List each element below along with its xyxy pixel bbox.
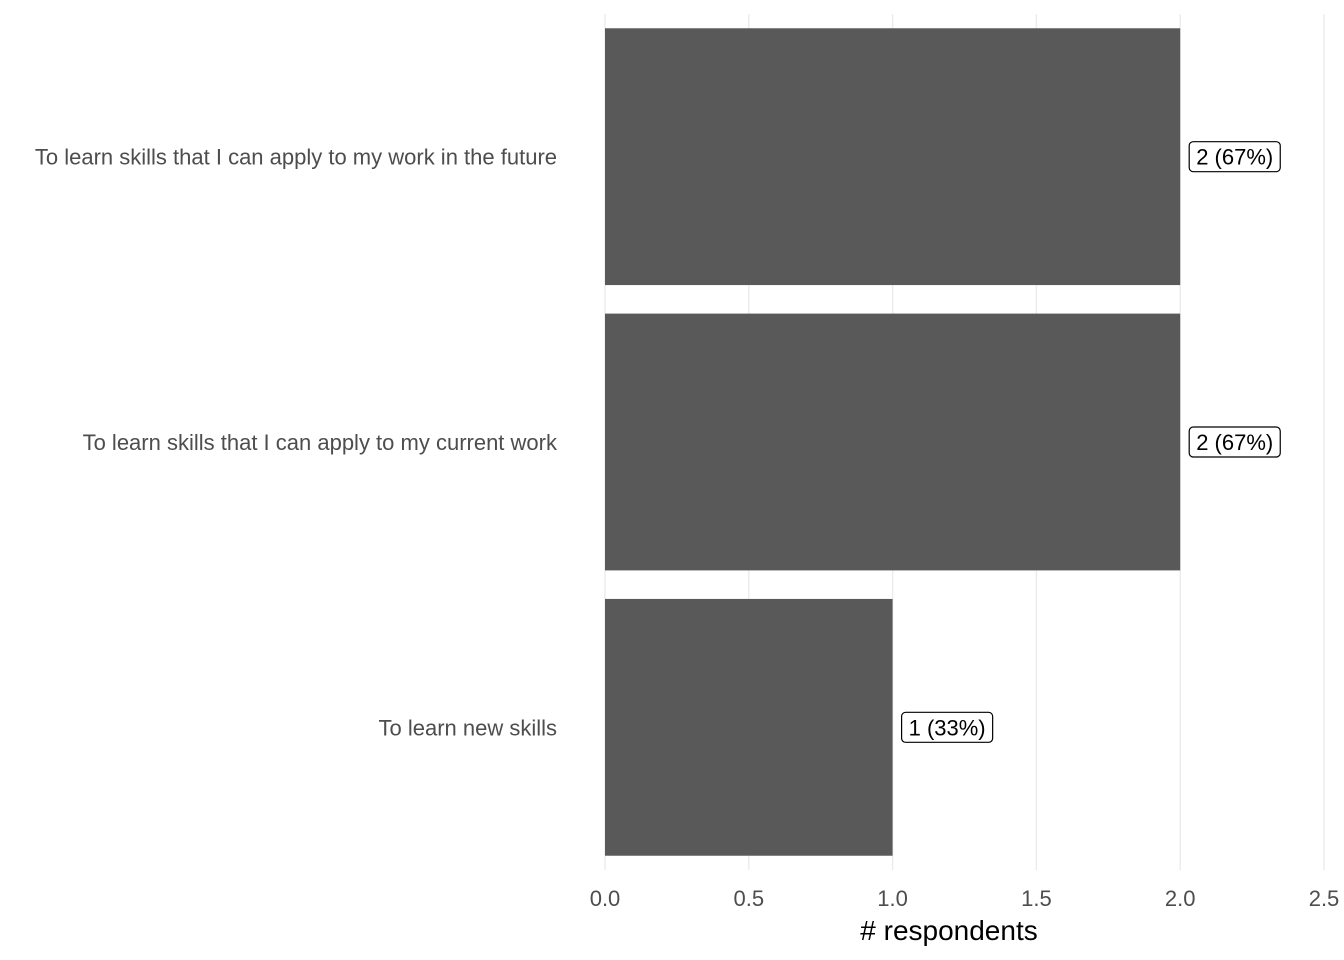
data-labels: 2 (67%) 2 (67%) 1 (33%) bbox=[900, 141, 1281, 743]
bars bbox=[605, 28, 1181, 856]
x-axis-title: # respondents bbox=[860, 915, 1037, 946]
x-tick-label: 0.5 bbox=[734, 886, 765, 911]
data-label: 2 (67%) bbox=[1188, 141, 1281, 173]
category-label: To learn skills that I can apply to my c… bbox=[83, 430, 558, 455]
bar bbox=[605, 28, 1181, 286]
category-label: To learn new skills bbox=[378, 715, 557, 740]
data-label-text: 2 (67%) bbox=[1196, 430, 1273, 455]
data-label-box bbox=[1188, 426, 1281, 458]
bar bbox=[605, 598, 893, 856]
x-tick-label: 1.5 bbox=[1021, 886, 1052, 911]
data-label: 2 (67%) bbox=[1188, 426, 1281, 458]
x-tick-labels: 0.0 0.5 1.0 1.5 2.0 2.5 bbox=[590, 886, 1340, 911]
data-label-box bbox=[900, 711, 994, 743]
x-tick-label: 1.0 bbox=[877, 886, 908, 911]
x-tick-label: 0.0 bbox=[590, 886, 621, 911]
data-label-text: 2 (67%) bbox=[1196, 145, 1273, 170]
x-tick-label: 2.0 bbox=[1165, 886, 1196, 911]
data-label: 1 (33%) bbox=[900, 711, 994, 743]
data-label-text: 1 (33%) bbox=[909, 715, 986, 740]
bar bbox=[605, 313, 1181, 571]
category-labels: To learn skills that I can apply to my w… bbox=[35, 145, 558, 741]
category-label: To learn skills that I can apply to my w… bbox=[35, 145, 557, 170]
x-tick-label: 2.5 bbox=[1309, 886, 1340, 911]
data-label-box bbox=[1188, 141, 1281, 173]
